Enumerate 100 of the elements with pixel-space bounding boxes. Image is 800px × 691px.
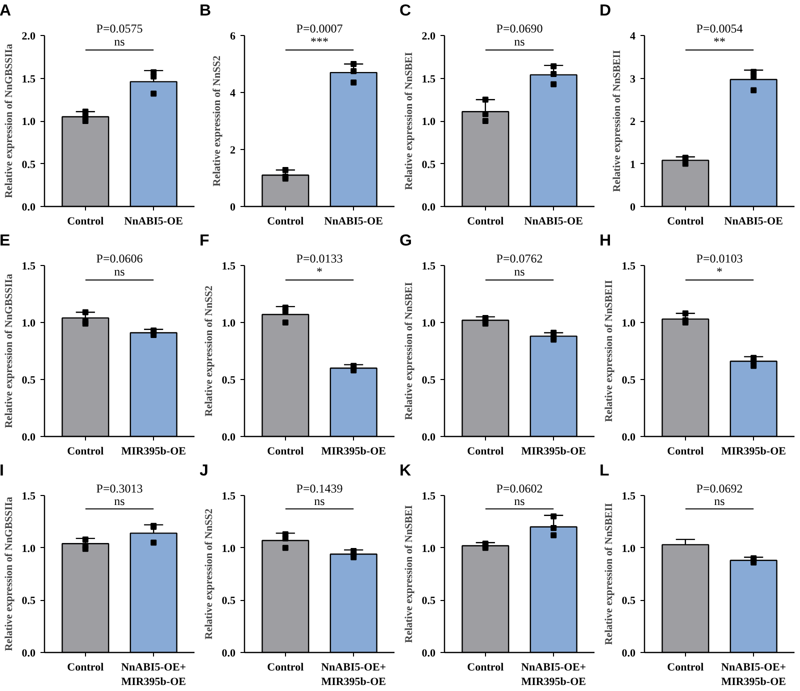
annotation: P=0.0602 [496,482,543,496]
x-tick-label: NnABI5-OE [524,216,583,228]
y-tick-label: 0.0 [22,202,36,214]
x-tick-label: MIR395b-OE [521,446,586,458]
y-tick-label: 1.0 [222,318,236,330]
y-tick-label: 2.0 [22,30,36,42]
x-tick-label: Control [67,662,104,674]
y-tick-label: 1.5 [22,73,36,86]
annotation: ns [314,494,326,508]
annotation: P=0.0103 [696,252,743,266]
y-tick-label: 3 [630,73,636,86]
y-tick-label: 1.0 [622,542,636,555]
y-axis-title: Relative expression of NnSS2 [204,286,215,416]
y-axis-title: Relative expression of NnSBEI [404,282,415,420]
x-tick-label: NnABI5-OE+ MIR395b-OE [321,662,386,688]
chart-title: F [200,232,210,250]
chart-title: A [0,2,12,20]
chart-title: E [0,232,10,250]
y-tick-label: 1.5 [22,260,36,272]
chart-title: L [600,462,610,480]
x-tick-label: Control [67,446,104,458]
y-axis-title: Relative expression of NnSBEI [404,505,415,643]
annotation: * [716,264,722,278]
x-tick-label: Control [667,662,704,674]
y-tick-label: 1.5 [422,260,436,272]
y-axis-title: Relative expression of NnGBSSIIa [4,43,15,198]
y-tick-label: 0.0 [422,202,436,214]
y-tick-label: 0.5 [222,374,236,386]
annotation: P=0.0762 [496,252,543,266]
y-tick-label: 1.5 [422,490,436,502]
annotation: P=0.0606 [96,252,143,266]
annotation: ** [714,34,726,48]
chart-title: J [200,462,208,480]
x-tick-label: NnABI5-OE [124,216,183,228]
y-tick-label: 0.5 [22,595,36,608]
y-tick-label: 0 [230,202,236,214]
y-tick-label: 1.5 [22,490,36,502]
y-tick-label: 1.0 [622,318,636,330]
x-tick-label: Control [67,216,104,228]
x-tick-label: Control [467,446,504,458]
y-tick-label: 1.0 [422,318,436,330]
y-tick-label: 1.5 [222,260,236,272]
text: P=0.0054 [696,22,743,36]
y-tick-label: 1.0 [22,542,36,555]
y-tick-label: 4 [630,30,636,42]
x-tick-label: NnABI5-OE [324,216,383,228]
y-tick-label: 0.5 [222,595,236,608]
annotation: ns [114,494,126,508]
x-tick-label: MIR395b-OE [121,446,186,458]
y-axis-title: Relative expression of NnSBEII [612,50,623,192]
y-tick-label: 1.0 [22,116,36,128]
text: P=0.0690 [496,22,543,36]
y-tick-label: 1 [630,158,636,171]
annotation: ns [514,494,526,508]
text: P=0.0575 [96,22,143,36]
y-tick-label: 1.5 [622,490,636,502]
y-tick-label: 0.0 [22,432,36,444]
y-axis-title: Relative expression of NnSS2 [204,508,215,640]
y-tick-label: 0.5 [22,158,36,171]
y-tick-label: 2 [630,116,636,128]
y-tick-label: 4 [230,88,236,100]
y-axis-title: Relative expression of NnSBEII [604,280,615,422]
annotation: * [316,264,322,278]
y-tick-label: 2.0 [422,30,436,42]
y-tick-label: 0.5 [422,374,436,386]
annotation: P=0.0007 [296,22,343,36]
y-axis-title: Relative expression of NnGBSSIIa [4,496,15,652]
y-tick-label: 0.5 [622,595,636,608]
y-tick-label: 0.0 [422,648,436,660]
x-tick-label: Control [467,662,504,674]
chart-title: I [0,462,4,480]
y-tick-label: 0.0 [422,432,436,444]
chart-title: K [400,462,412,480]
x-tick-label: MIR395b-OE [721,446,786,458]
x-tick-label: Control [467,216,504,228]
y-tick-label: 1.5 [222,490,236,502]
y-tick-label: 0.5 [422,595,436,608]
y-tick-label: 0 [630,202,636,214]
annotation: P=0.0133 [296,252,343,266]
x-tick-label: NnABI5-OE+ MIR395b-OE [521,662,586,688]
annotation: ns [514,34,526,48]
y-tick-label: 1.0 [22,318,36,330]
chart-title: D [600,2,612,20]
y-tick-label: 0.0 [622,648,636,660]
x-tick-label: Control [667,216,704,228]
annotation: *** [310,34,328,48]
annotation: P=0.0692 [696,482,743,496]
y-axis-title: Relative expression of NnSBEII [604,503,615,645]
x-tick-label: Control [267,216,304,228]
x-tick-label: NnABI5-OE+ MIR395b-OE [721,662,786,688]
chart-title: H [600,232,612,250]
annotation: P=0.1439 [296,482,343,496]
y-tick-label: 1.0 [222,542,236,555]
annotation: ns [514,264,526,278]
y-tick-label: 0.0 [22,648,36,660]
y-tick-label: 1.0 [422,116,436,128]
y-tick-label: 0.0 [222,432,236,444]
y-axis-title: Relative expression of NnSBEI [404,52,415,190]
annotation: P=0.3013 [96,482,143,496]
x-tick-label: Control [267,662,304,674]
